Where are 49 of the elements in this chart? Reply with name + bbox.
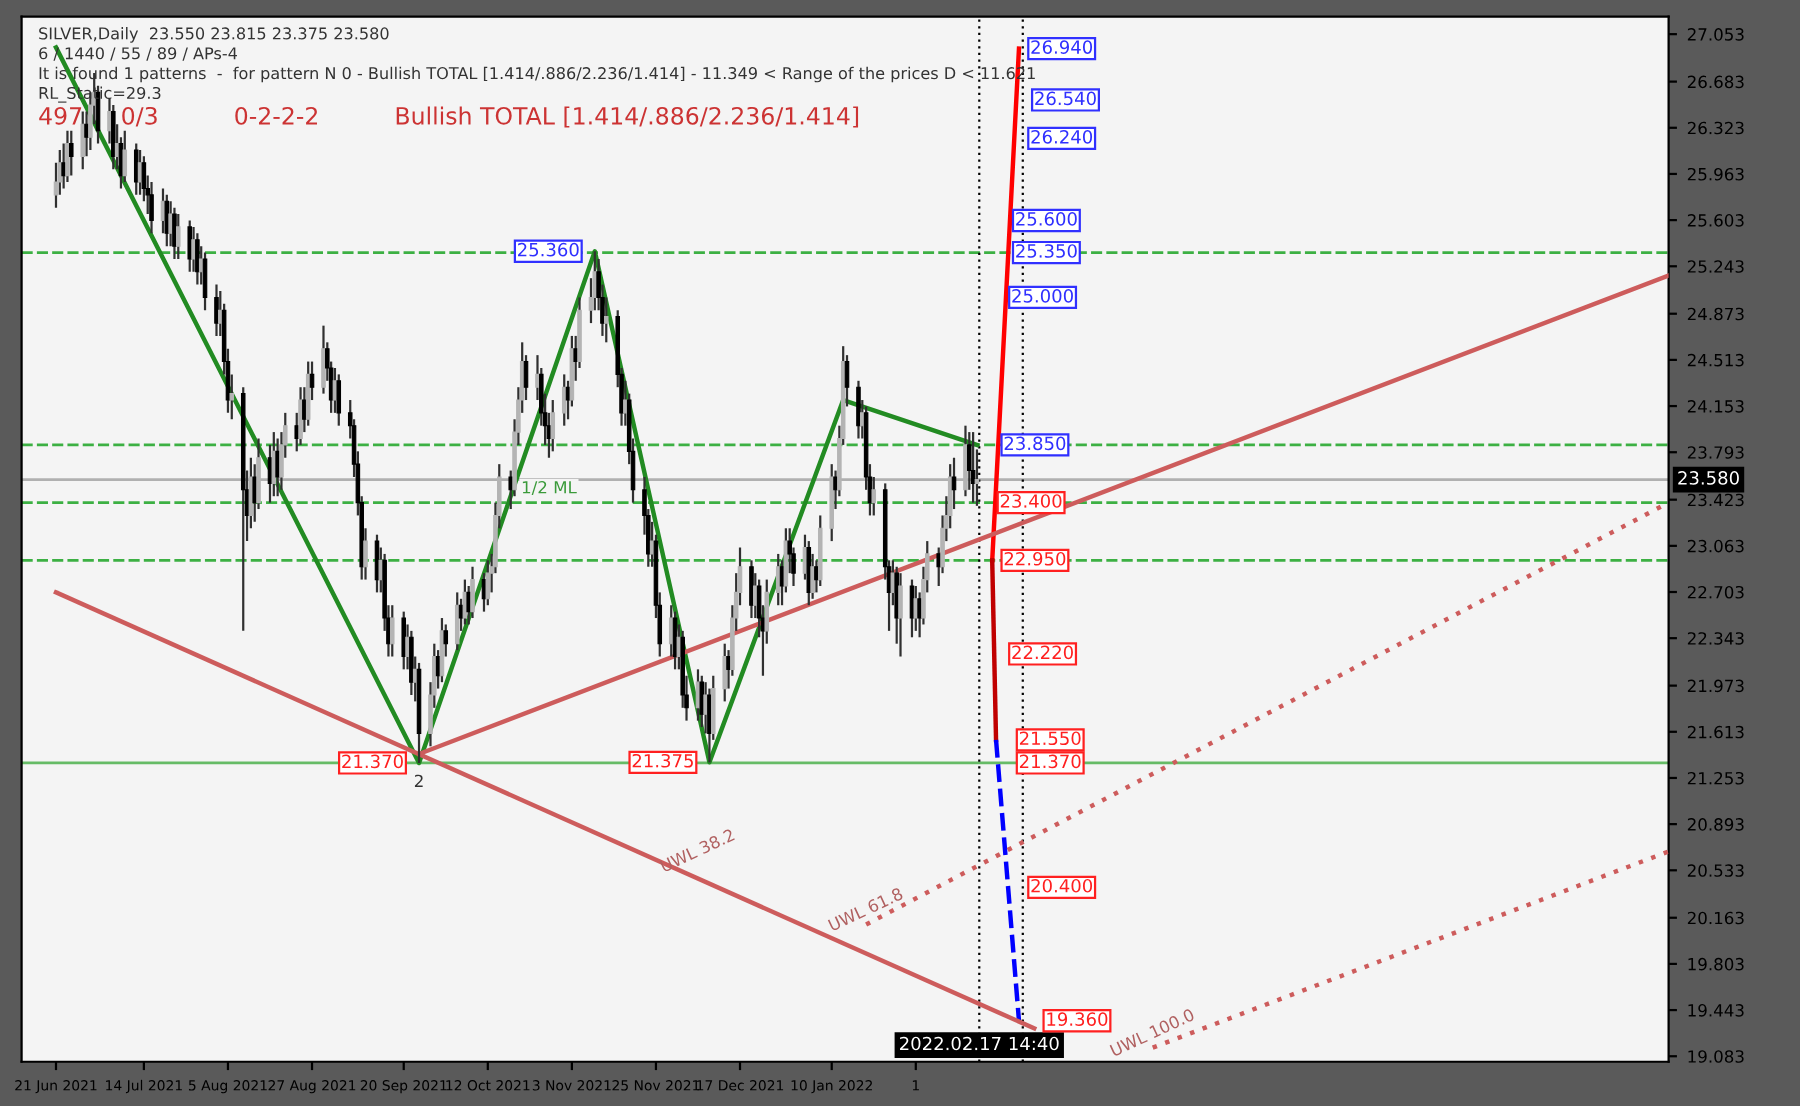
y-tick-label: 26.683 <box>1687 75 1744 89</box>
annotation: 1/2 ML <box>522 480 577 495</box>
annotation: 21.370 <box>342 754 403 769</box>
annotation: 22.220 <box>1012 645 1073 660</box>
y-tick-label: 23.063 <box>1687 539 1744 553</box>
annotation: 21.370 <box>1019 754 1081 769</box>
y-tick-label: 23.793 <box>1687 446 1744 459</box>
y-tick-label: 20.533 <box>1687 864 1744 877</box>
annotation: 23.850 <box>1004 436 1066 451</box>
y-tick-label: 20.893 <box>1687 818 1744 831</box>
y-tick-label: 22.343 <box>1687 632 1744 645</box>
annotation: 19.360 <box>1047 1012 1108 1026</box>
y-tick-label: 27.053 <box>1687 28 1744 41</box>
y-tick-label: 24.513 <box>1687 353 1744 367</box>
y-tick-label: 20.163 <box>1687 911 1744 925</box>
y-tick-label: 23.423 <box>1687 493 1744 507</box>
y-tick-label: 25.243 <box>1687 260 1744 273</box>
annotation: 25.360 <box>518 242 579 257</box>
annotation: 6 / 1440 / 55 / 89 / APs-4 <box>39 47 238 61</box>
y-tick-label: 25.963 <box>1687 167 1744 181</box>
annotation: 2 <box>414 774 423 787</box>
annotation: UWL 38.2 <box>659 828 735 873</box>
y-tick-label: 26.323 <box>1687 121 1744 135</box>
annotation: 25.350 <box>1016 244 1077 258</box>
annotation: 25.600 <box>1016 212 1077 226</box>
annotation: 21.550 <box>1019 731 1081 746</box>
y-tick-label: 24.153 <box>1687 400 1744 413</box>
y-tick-label: 22.703 <box>1687 585 1744 599</box>
y-tick-label: 24.873 <box>1687 307 1744 321</box>
ref-line-label: 23.580 <box>1678 471 1739 485</box>
annotation: 26.940 <box>1031 40 1093 54</box>
annotation: 26.240 <box>1031 130 1093 144</box>
y-tick-label: 21.613 <box>1687 725 1744 739</box>
annotation: 497 0/3 0-2-2-2 Bullish TOTAL [1.414/.886/2.236/1.414] <box>39 106 859 128</box>
annotation: 20.400 <box>1031 878 1093 893</box>
y-tick-label: 21.973 <box>1687 679 1744 693</box>
y-tick-label: 21.253 <box>1687 771 1744 785</box>
y-tick-label: 19.803 <box>1688 957 1744 971</box>
annotation: SILVER,Daily 23.550 23.815 23.375 23.580 <box>39 27 389 43</box>
annotation: UWL 61.8 <box>827 887 904 932</box>
annotation: 26.540 <box>1035 91 1096 106</box>
y-tick-label: 19.083 <box>1688 1050 1744 1063</box>
y-tick-label: 19.443 <box>1688 1004 1744 1017</box>
annotation: 25.000 <box>1012 289 1073 303</box>
y-tick-label: 25.603 <box>1687 214 1744 227</box>
annotation: 23.400 <box>1000 494 1062 508</box>
annotation: 22.950 <box>1004 551 1066 566</box>
ref-line-label: 2022.02.17 14:40 <box>900 1036 1059 1051</box>
annotation: 21.375 <box>632 753 693 768</box>
